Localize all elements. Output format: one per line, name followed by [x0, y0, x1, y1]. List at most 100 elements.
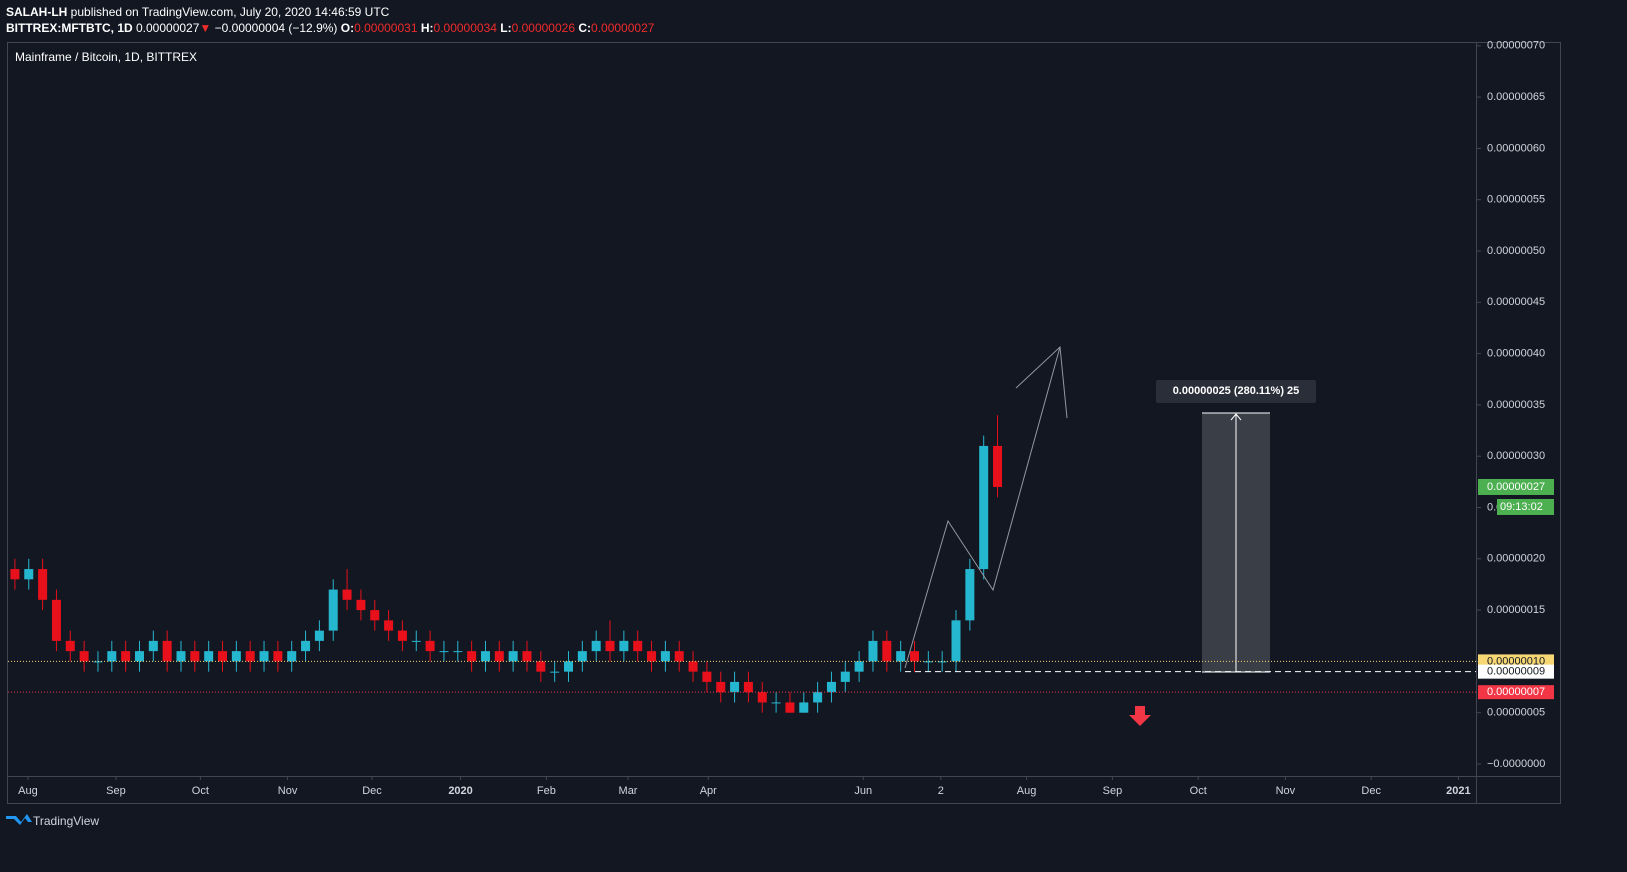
- candle-body: [10, 569, 20, 580]
- logo: [6, 814, 32, 825]
- candle-body: [370, 610, 380, 621]
- candle-body: [979, 445, 989, 570]
- candle-body: [107, 651, 117, 662]
- candle-body: [148, 640, 158, 652]
- candle-body: [923, 661, 933, 663]
- c: 0.00000027: [591, 21, 655, 35]
- x-tick-label: Sep: [1103, 785, 1123, 797]
- x-tick-label: Mar: [619, 785, 638, 797]
- candle-body: [342, 589, 352, 600]
- candle-body: [937, 661, 947, 663]
- o: 0.00000031: [354, 21, 418, 35]
- candle-body: [882, 640, 892, 662]
- candle-body: [273, 651, 283, 662]
- candle-body: [51, 599, 61, 641]
- x-tick-label: Oct: [1190, 785, 1207, 797]
- candle-body: [453, 651, 463, 653]
- chart-title: Mainframe / Bitcoin, 1D, BITTREX: [15, 50, 197, 64]
- y-tick-label: 0.00000005: [1487, 707, 1545, 719]
- candle-body: [633, 640, 643, 652]
- candle-body: [799, 702, 809, 713]
- candle-body: [38, 569, 48, 600]
- measure-label: 0.00000025 (280.11%) 25: [1173, 385, 1300, 397]
- candle-body: [314, 630, 324, 641]
- last-price-label: 0.00000027: [1487, 481, 1545, 493]
- candle-body: [743, 681, 753, 693]
- l-label: L:: [500, 21, 512, 35]
- candle-body: [411, 640, 421, 642]
- symbol: BITTREX:MFTBTC, 1D: [6, 21, 133, 35]
- y-tick-label: 0.00000055: [1487, 194, 1545, 206]
- candle-body: [840, 671, 850, 682]
- x-tick-label: Nov: [1276, 785, 1296, 797]
- x-tick-label: 2020: [448, 785, 472, 797]
- candle-body: [536, 661, 546, 672]
- candle-body: [854, 661, 864, 672]
- candle-body: [425, 640, 435, 652]
- candle-body: [605, 640, 615, 652]
- candle-body: [121, 651, 131, 662]
- c-label: C:: [578, 21, 592, 35]
- candle-body: [909, 651, 919, 662]
- candle-body: [965, 569, 975, 621]
- candle-body: [577, 651, 587, 662]
- x-tick-label: Nov: [278, 785, 298, 797]
- candle-body: [868, 640, 878, 662]
- countdown: 09:13:02: [1500, 501, 1543, 513]
- candle-body: [79, 651, 89, 662]
- l: 0.00000026: [511, 21, 575, 35]
- candle-body: [176, 651, 186, 662]
- candle-body: [896, 651, 906, 662]
- x-tick-label: 2021: [1446, 785, 1470, 797]
- candle-body: [591, 640, 601, 652]
- candle-body: [328, 589, 338, 631]
- candle-body: [245, 651, 255, 662]
- candle-body: [564, 661, 574, 672]
- candle-body: [356, 599, 366, 611]
- y-tick-label: 0.00000030: [1487, 450, 1545, 462]
- candle-body: [674, 651, 684, 662]
- arrow: ▼: [199, 21, 212, 35]
- y-tick-label: 0.00000050: [1487, 245, 1545, 257]
- x-tick-label: 2: [938, 785, 944, 797]
- published: published on TradingView.com, July 20, 2…: [70, 5, 390, 19]
- candle-body: [730, 681, 740, 693]
- y-tick-label: −0.0000000: [1487, 758, 1545, 770]
- x-tick-label: Sep: [106, 785, 126, 797]
- candle-body: [993, 445, 1003, 487]
- y-tick-label: 0.00000060: [1487, 142, 1545, 154]
- last: 0.00000027: [136, 21, 200, 35]
- x-tick-label: Aug: [18, 785, 38, 797]
- y-tick-label: 0.00000020: [1487, 553, 1545, 565]
- change: −0.00000004 (−12.9%): [214, 21, 338, 35]
- price-label: 0.00000007: [1487, 686, 1545, 698]
- o-label: O:: [340, 21, 355, 35]
- price-label: 0.00000010: [1487, 655, 1545, 667]
- x-tick-label: Jun: [854, 785, 872, 797]
- x-tick-label: Oct: [192, 785, 209, 797]
- y-tick-label: 0.00000070: [1487, 40, 1545, 52]
- candle-body: [301, 640, 311, 652]
- candle-body: [757, 692, 767, 703]
- y-tick-label: 0.00000035: [1487, 399, 1545, 411]
- projection: [904, 346, 1061, 669]
- price-label-box: [1478, 685, 1554, 700]
- candle-body: [813, 692, 823, 703]
- last-price-box: [1478, 478, 1554, 495]
- candle-body: [162, 640, 172, 662]
- candle-body: [204, 651, 214, 662]
- candle-body: [647, 651, 657, 662]
- y-tick-label: 0.00000040: [1487, 348, 1545, 360]
- candle-body: [439, 651, 449, 653]
- x-tick-label: Apr: [700, 785, 717, 797]
- candle-body: [716, 681, 726, 693]
- candle-body: [93, 661, 103, 663]
- candle-body: [785, 702, 795, 713]
- measure-arrow-head: [1230, 413, 1242, 421]
- x-tick-label: Aug: [1017, 785, 1037, 797]
- measure-label-box: [1156, 380, 1316, 403]
- candle-body: [660, 651, 670, 662]
- y-tick-label: 0.00000065: [1487, 91, 1545, 103]
- candle-body: [522, 651, 532, 662]
